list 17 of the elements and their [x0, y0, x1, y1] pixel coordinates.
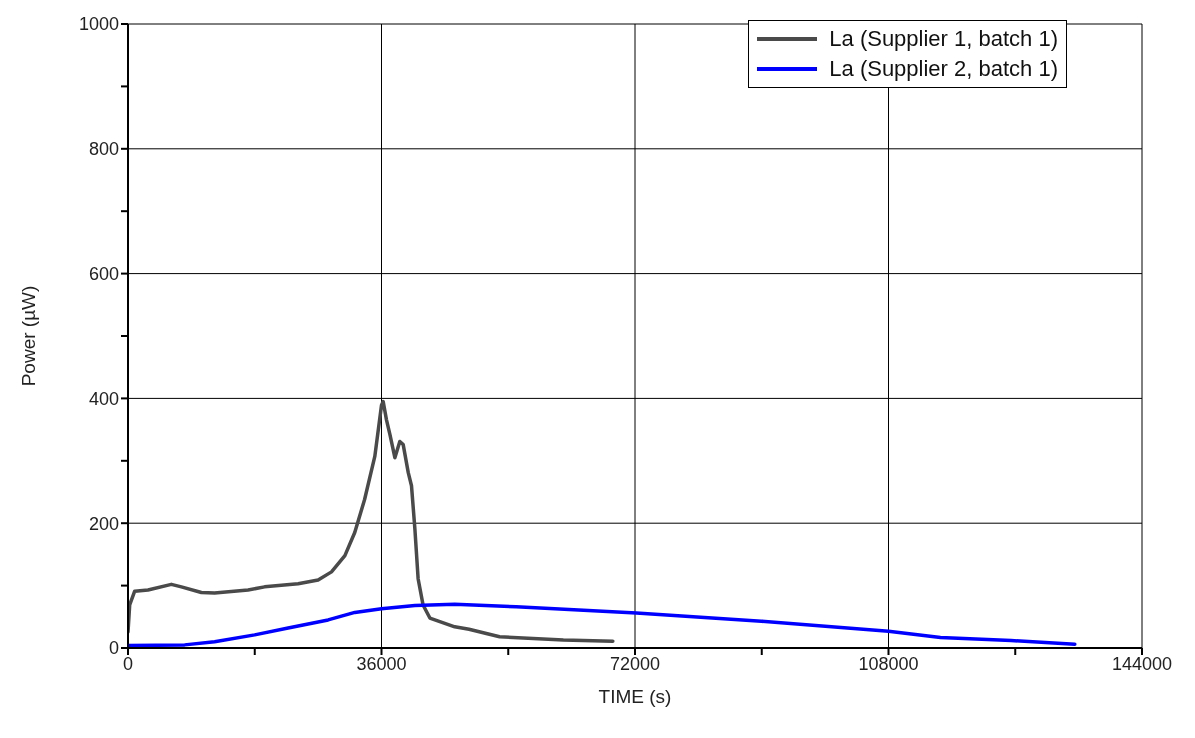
legend-label: La (Supplier 1, batch 1) — [829, 25, 1058, 53]
y-tick-label: 800 — [88, 139, 119, 160]
x-axis-title: TIME (s) — [598, 686, 672, 707]
legend-label: La (Supplier 2, batch 1) — [829, 55, 1058, 83]
line-series — [128, 602, 1077, 648]
x-tick-label: 108000 — [858, 653, 919, 674]
y-tick-label: 0 — [108, 638, 119, 659]
y-tick-label: 600 — [88, 263, 119, 284]
y-tick-label: 400 — [88, 388, 119, 409]
x-tick-label: 72000 — [609, 653, 661, 674]
y-tick-label: 200 — [88, 513, 119, 534]
x-tick-label: 144000 — [1111, 653, 1173, 674]
y-axis-title: Power (µW) — [17, 285, 39, 387]
line-series — [128, 399, 615, 643]
x-tick-label: 0 — [122, 653, 134, 674]
x-tick-label: 36000 — [356, 653, 407, 674]
y-tick-label: 1000 — [78, 14, 119, 35]
